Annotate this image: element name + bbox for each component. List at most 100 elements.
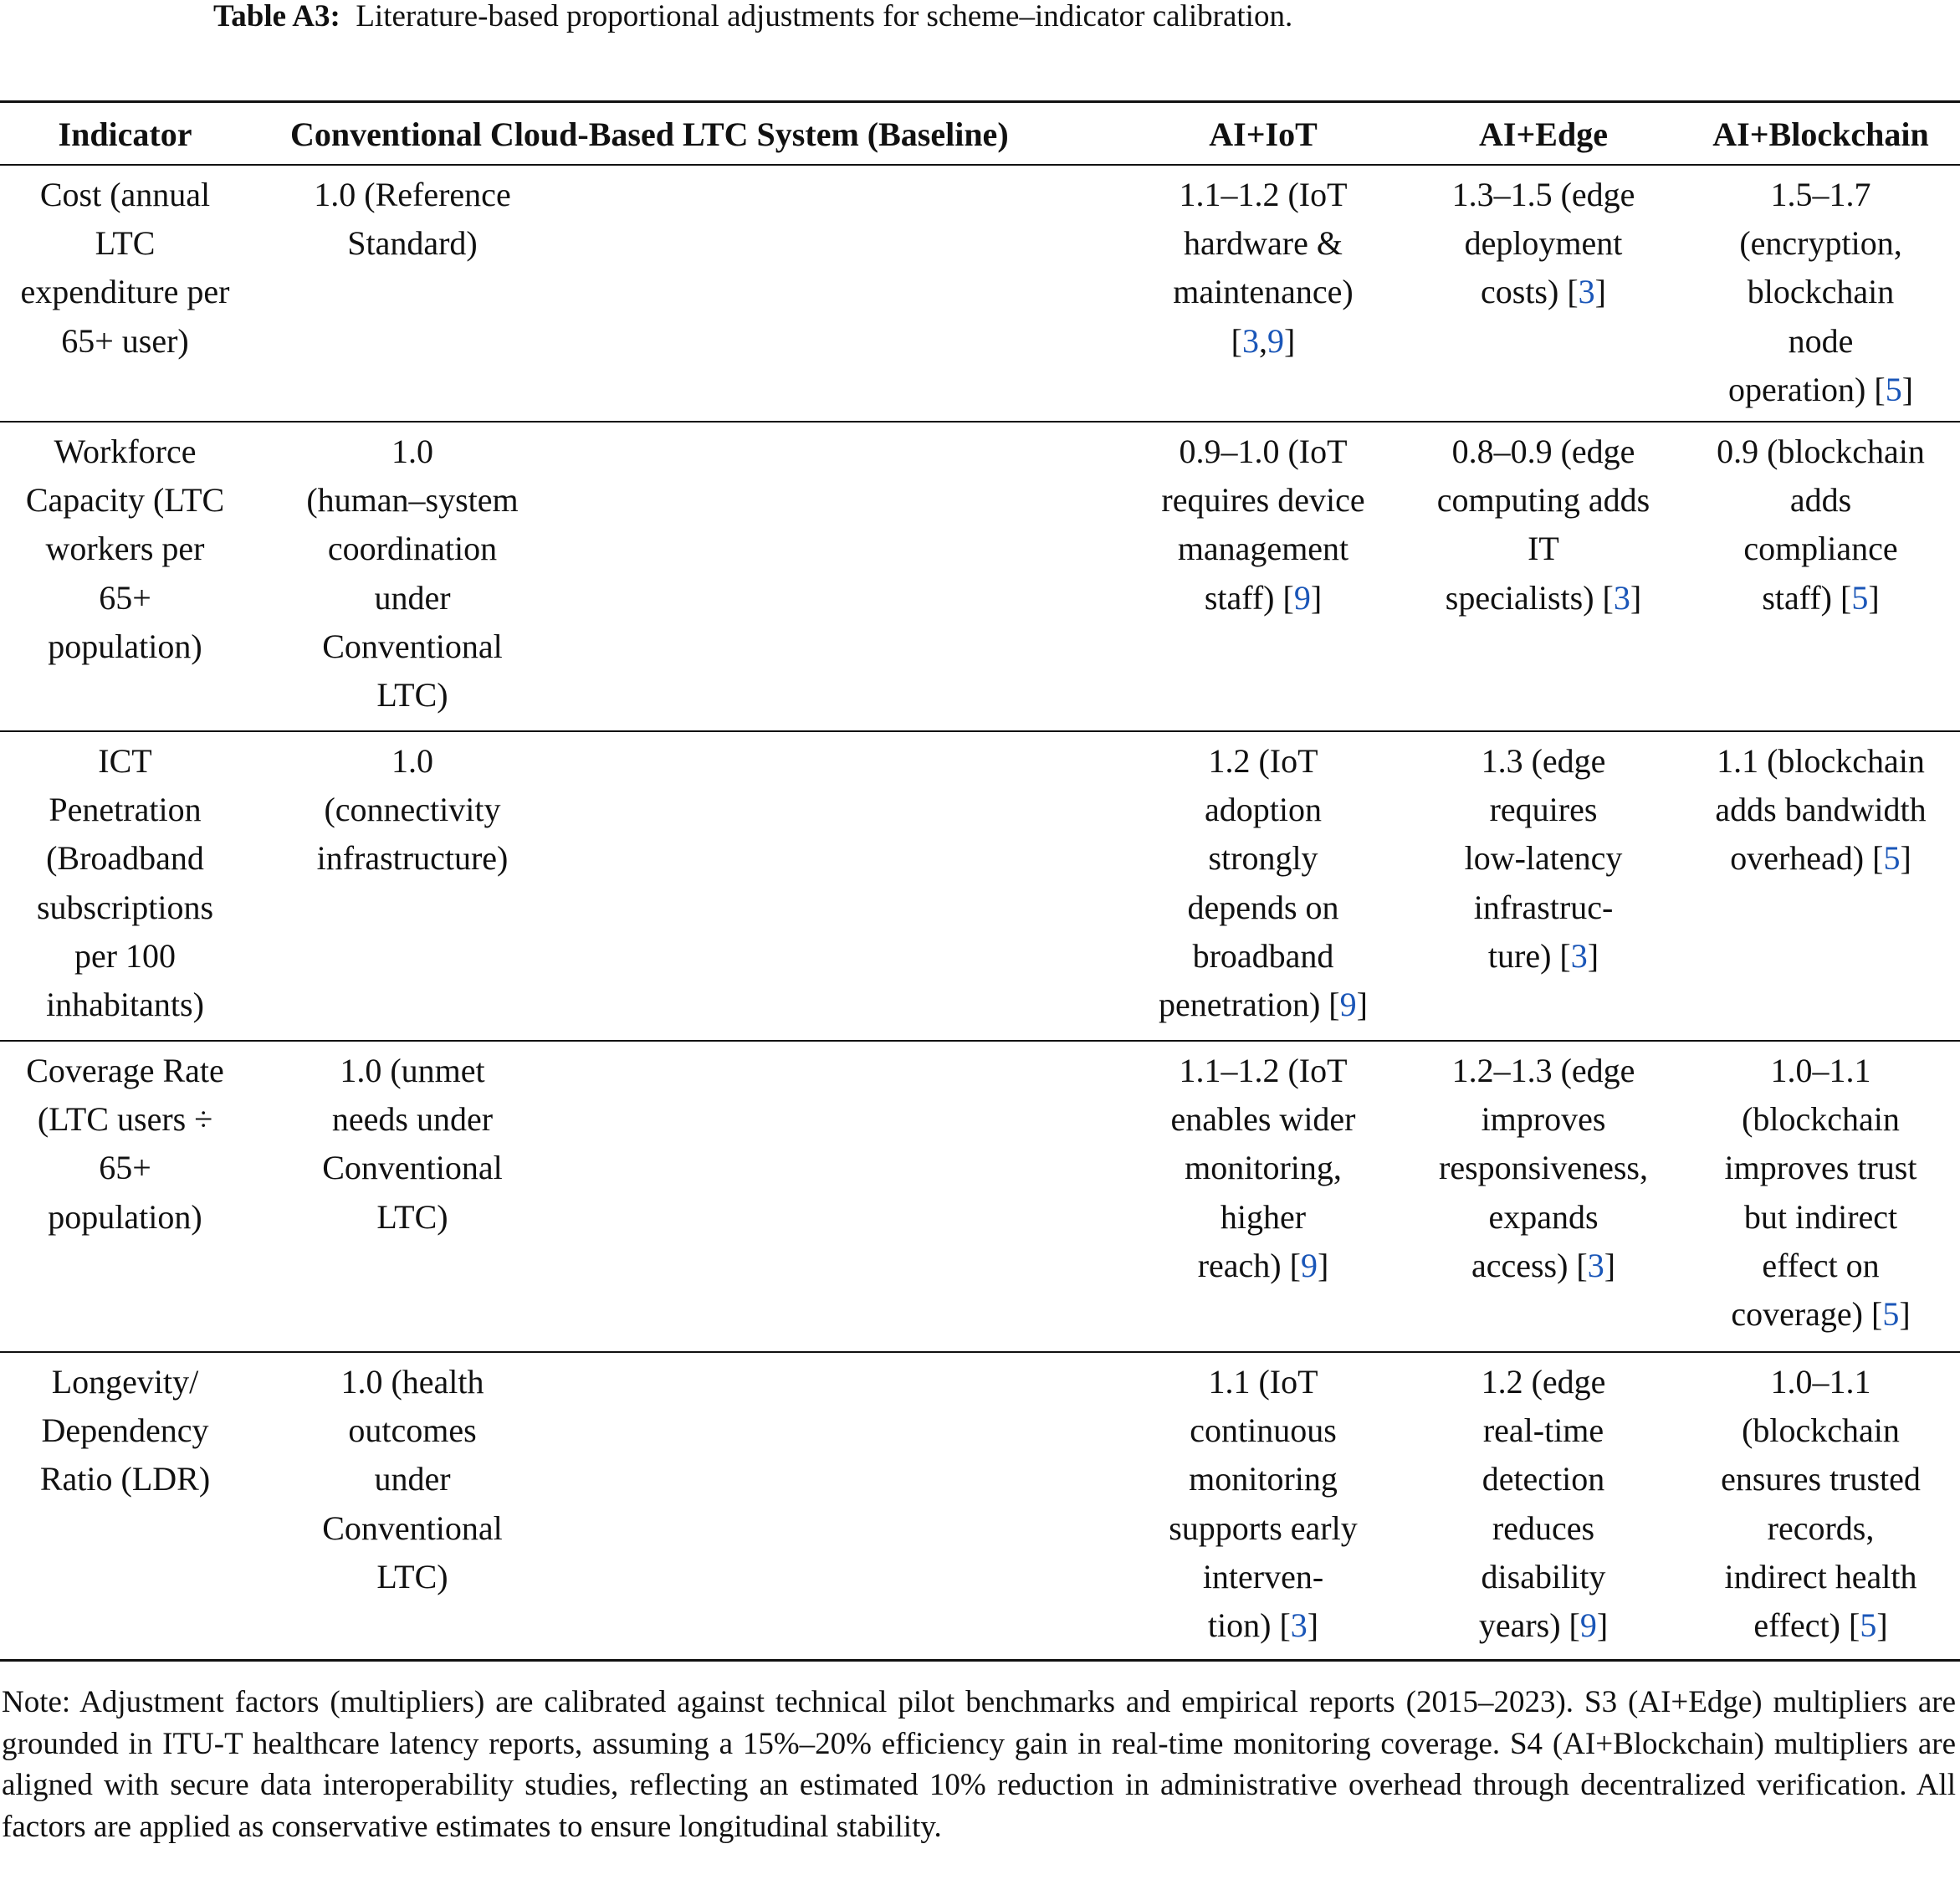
cell-line: LTC — [95, 224, 156, 263]
cell-line: requires — [1489, 791, 1598, 829]
cell-line: ICT — [98, 742, 152, 781]
reference-link[interactable]: 3 — [1570, 936, 1588, 975]
reference-link[interactable]: 9 — [1579, 1606, 1597, 1645]
cell-line: real-time — [1482, 1411, 1604, 1450]
cell-baseline: 1.0 (connectivity infrastructure) — [250, 731, 1121, 1041]
reference-link[interactable]: 9 — [1339, 986, 1357, 1024]
cell-line: adds bandwidth — [1715, 791, 1927, 829]
cell-line: years) [9] — [1478, 1606, 1609, 1645]
reference-link[interactable]: 3 — [1290, 1606, 1308, 1645]
table-row: Workforce Capacity (LTC workers per 65+ popu… — [0, 422, 1960, 731]
cell-indicator: Coverage Rate (LTC users ÷ 65+ population) — [0, 1041, 250, 1352]
cell-line: coordination — [327, 530, 498, 568]
reference-link[interactable]: 3 — [1587, 1246, 1604, 1284]
cell-ai-edge: 1.3 (edge requires low-latency infrastruc-t… — [1405, 731, 1681, 1041]
cell-text: Coverage Rate (LTC users ÷ 65+ population) — [0, 1047, 250, 1242]
cell-text: 1.0 (Reference Standard) — [253, 171, 571, 268]
reference-link[interactable]: 3 — [1242, 321, 1259, 360]
cell-line: improves — [1481, 1100, 1606, 1139]
cell-ai-iot: 1.2 (IoT adoption strongly depends on broadb… — [1121, 731, 1405, 1041]
cell-line: computing adds — [1436, 481, 1650, 520]
cell-indicator: Cost (annual LTC expenditure per 65+ user) — [0, 165, 250, 422]
cell-ai-blockchain: 1.0–1.1 (blockchain ensures trusted records… — [1681, 1352, 1960, 1663]
cell-ai-iot: 1.1 (IoT continuous monitoring supports ear… — [1121, 1352, 1405, 1663]
cell-line: access) [3] — [1471, 1246, 1616, 1284]
cell-line: outcomes — [348, 1411, 477, 1450]
cell-line: Cost (annual — [39, 176, 211, 213]
cell-line: LTC) — [376, 1557, 448, 1595]
cell-line: Dependency — [41, 1411, 209, 1450]
bottom-rule — [0, 1659, 1960, 1662]
cell-line: detection — [1482, 1460, 1605, 1498]
cell-line: 1.0 (unmet — [340, 1052, 485, 1090]
cell-line: Conventional — [322, 1149, 503, 1187]
header-ai-iot: AI+IoT — [1209, 115, 1318, 153]
cell-line: monitoring, — [1185, 1149, 1342, 1187]
cell-line: 1.5–1.7 — [1770, 176, 1871, 213]
cell-text: 1.0–1.1 (blockchain ensures trusted records… — [1681, 1358, 1960, 1650]
cell-line: 1.0 — [391, 433, 433, 471]
cell-baseline: 1.0 (unmet needs under Conventional LTC) — [250, 1041, 1121, 1352]
reference-link[interactable]: 5 — [1860, 1606, 1877, 1645]
reference-link[interactable]: 3 — [1613, 578, 1630, 617]
cell-line: per 100 — [74, 936, 177, 975]
cell-line: 1.1–1.2 (IoT — [1179, 176, 1348, 213]
cell-text: 1.5–1.7 (encryption, blockchain node operati… — [1681, 171, 1960, 414]
reference-link[interactable]: 5 — [1851, 578, 1869, 617]
cell-line: 65+ user) — [61, 321, 189, 360]
reference-link[interactable]: 3 — [1578, 273, 1595, 311]
reference-link[interactable]: 5 — [1883, 839, 1901, 878]
cell-line: Workforce — [54, 433, 197, 471]
cell-line: 1.0 — [391, 742, 433, 781]
cell-line: under — [374, 578, 451, 617]
cell-text: 1.0 (human–system coordination under Convent… — [253, 428, 571, 720]
cell-line: (LTC users ÷ — [37, 1100, 213, 1139]
cell-line: (connectivity — [324, 791, 501, 829]
caption-text: Literature-based proportional adjustment… — [356, 0, 1293, 33]
cell-text: 1.3 (edge requires low-latency infrastruc-t… — [1405, 737, 1681, 981]
cell-line: adoption — [1205, 791, 1322, 829]
cell-text: 0.9 (blockchain adds compliance staff) [5] — [1681, 428, 1960, 622]
cell-text: 1.2–1.3 (edge improves responsiveness, expa… — [1405, 1047, 1681, 1290]
cell-ai-iot: 1.1–1.2 (IoT hardware & maintenance) [3,9] — [1121, 165, 1405, 422]
cell-line: indirect health — [1724, 1557, 1917, 1595]
reference-link[interactable]: 9 — [1293, 578, 1311, 617]
cell-line: strongly — [1208, 839, 1318, 878]
header-ai-blockchain: AI+Blockchain — [1712, 115, 1929, 153]
cell-indicator: ICT Penetration (Broadband subscriptions per… — [0, 731, 250, 1041]
table-row: ICT Penetration (Broadband subscriptions per… — [0, 731, 1960, 1041]
cell-line: higher — [1220, 1197, 1307, 1236]
cell-line: interven- — [1202, 1557, 1324, 1595]
cell-line: 1.1 (blockchain — [1717, 742, 1925, 781]
cell-line: 1.2–1.3 (edge — [1451, 1052, 1635, 1090]
cell-line: node — [1788, 321, 1854, 360]
table-note: Note: Adjustment factors (multipliers) a… — [2, 1685, 1956, 1844]
cell-line: LTC) — [376, 676, 448, 715]
cell-text: 1.1 (blockchain adds bandwidth overhead) [… — [1681, 737, 1960, 884]
cell-line: 1.0–1.1 — [1770, 1052, 1871, 1090]
cell-line: adds — [1789, 481, 1852, 520]
cell-line: 0.8–0.9 (edge — [1451, 433, 1635, 471]
cell-ai-blockchain: 1.5–1.7 (encryption, blockchain node operati… — [1681, 165, 1960, 422]
cell-line: 65+ — [99, 578, 151, 617]
reference-link[interactable]: 5 — [1885, 370, 1902, 408]
caption-label: Table A3: — [213, 0, 340, 33]
cell-indicator: Workforce Capacity (LTC workers per 65+ popu… — [0, 422, 250, 731]
cell-line: (human–system — [306, 481, 519, 520]
cell-indicator: Longevity/Dependency Ratio (LDR) — [0, 1352, 250, 1663]
cell-line: population) — [48, 627, 202, 665]
reference-link[interactable]: 9 — [1267, 321, 1284, 360]
cell-line: responsiveness, — [1439, 1149, 1648, 1187]
cell-line: low-latency — [1464, 839, 1623, 878]
cell-ai-blockchain: 1.1 (blockchain adds bandwidth overhead) [… — [1681, 731, 1960, 1041]
reference-link[interactable]: 5 — [1882, 1295, 1900, 1334]
cell-baseline: 1.0 (human–system coordination under Convent… — [250, 422, 1121, 731]
cell-line: specialists) [3] — [1445, 578, 1642, 617]
cell-line: tion) [3] — [1207, 1606, 1319, 1645]
header-ai-edge: AI+Edge — [1479, 115, 1608, 153]
cell-ai-edge: 1.2–1.3 (edge improves responsiveness, expa… — [1405, 1041, 1681, 1352]
cell-line: Penetration — [49, 791, 202, 829]
cell-line: hardware & — [1184, 224, 1343, 263]
reference-link[interactable]: 9 — [1300, 1246, 1318, 1284]
cell-line: IT — [1528, 530, 1559, 568]
